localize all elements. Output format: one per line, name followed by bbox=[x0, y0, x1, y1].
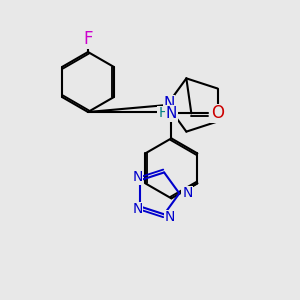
Text: N: N bbox=[163, 95, 175, 110]
Text: N: N bbox=[132, 170, 143, 184]
Text: O: O bbox=[211, 104, 224, 122]
Text: N: N bbox=[166, 106, 177, 121]
Text: N: N bbox=[182, 186, 193, 200]
Text: H: H bbox=[158, 106, 169, 120]
Text: N: N bbox=[165, 210, 175, 224]
Text: F: F bbox=[83, 30, 93, 48]
Text: N: N bbox=[132, 202, 143, 216]
